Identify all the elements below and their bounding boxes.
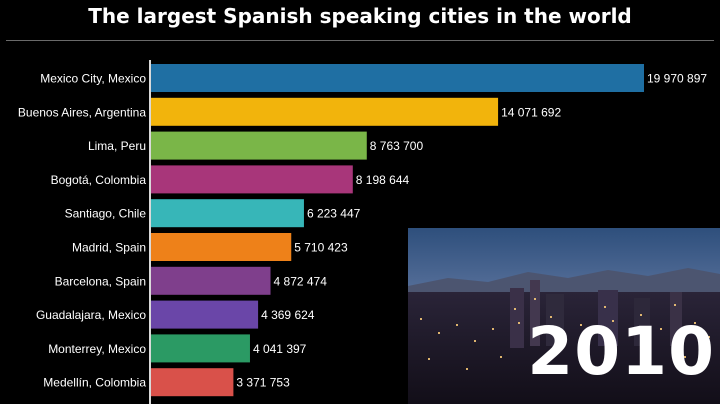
bar-8: [150, 334, 250, 363]
chart-title: The largest Spanish speaking cities in t…: [88, 4, 632, 28]
bar-2: [150, 131, 367, 160]
category-label-8: Monterrey, Mexico: [48, 342, 146, 356]
category-label-0: Mexico City, Mexico: [40, 72, 146, 86]
category-label-3: Bogotá, Colombia: [51, 173, 147, 187]
value-label-1: 14 071 692: [501, 105, 561, 119]
category-label-5: Madrid, Spain: [72, 241, 146, 255]
bar-7: [150, 300, 259, 329]
title-divider: [6, 40, 714, 41]
value-label-7: 4 369 624: [261, 308, 315, 322]
value-label-0: 19 970 897: [647, 72, 707, 86]
bar-9: [150, 368, 234, 397]
value-label-8: 4 041 397: [253, 342, 307, 356]
bar-1: [150, 97, 499, 126]
category-label-2: Lima, Peru: [88, 139, 146, 153]
city-skyline-photo: [408, 228, 720, 404]
category-label-1: Buenos Aires, Argentina: [18, 105, 146, 119]
category-label-7: Guadalajara, Mexico: [36, 308, 146, 322]
value-label-4: 6 223 447: [307, 207, 361, 221]
bar-0: [150, 64, 644, 92]
year-label: 2010: [527, 313, 715, 390]
bar-6: [150, 266, 271, 295]
value-label-2: 8 763 700: [370, 139, 424, 153]
category-axis-line: [149, 60, 151, 404]
value-label-9: 3 371 753: [236, 376, 290, 390]
bar-4: [150, 199, 304, 228]
value-label-6: 4 872 474: [274, 274, 328, 288]
value-label-3: 8 198 644: [356, 173, 410, 187]
category-label-4: Santiago, Chile: [65, 207, 147, 221]
value-label-5: 5 710 423: [294, 241, 348, 255]
bar-5: [150, 233, 292, 261]
category-label-6: Barcelona, Spain: [55, 274, 146, 288]
bar-3: [150, 165, 353, 194]
category-label-9: Medellín, Colombia: [43, 376, 146, 390]
